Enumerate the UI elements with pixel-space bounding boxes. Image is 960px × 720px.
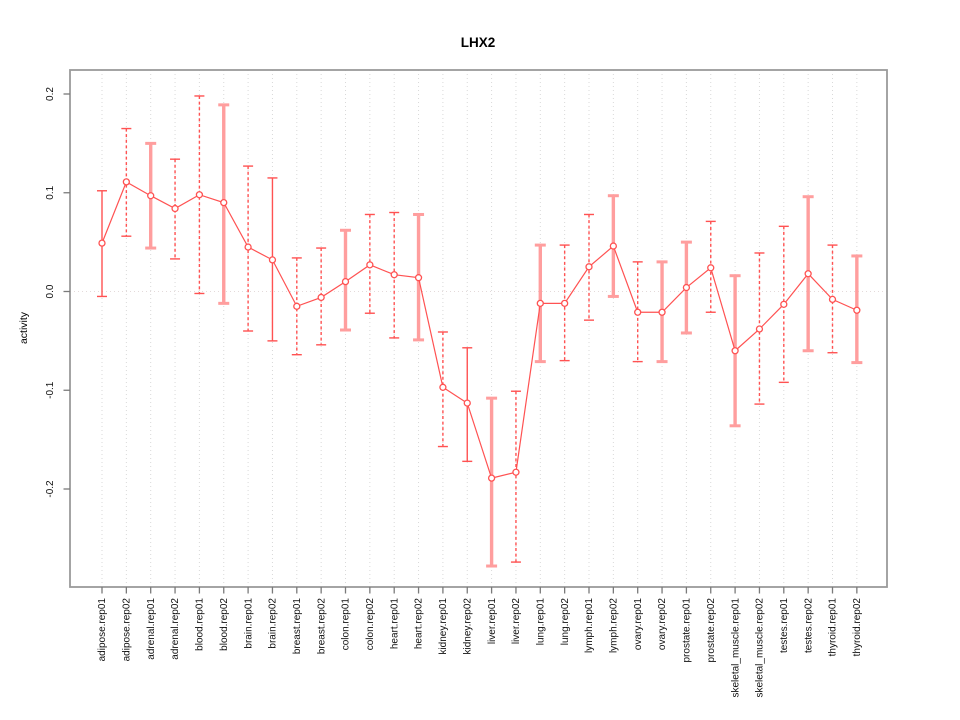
x-tick-label: liver.rep02 [511, 598, 522, 645]
x-tick-label: adipose.rep01 [97, 598, 108, 662]
x-tick-label: kidney.rep01 [438, 598, 449, 655]
data-point-marker [804, 270, 812, 278]
plot-area: 0.2 0.1 0.0 -0.1 -0.2 adipose.rep01 adipose.re… [45, 69, 888, 698]
x-tick-label: lung.rep02 [560, 598, 571, 646]
data-point-marker [512, 468, 520, 476]
data-point-marker [317, 293, 325, 302]
data-point-marker [439, 383, 447, 391]
y-tick-label: 0.2 [45, 87, 56, 101]
x-tick-label: breast.rep01 [292, 598, 303, 655]
x-tick-label: lung.rep01 [536, 598, 547, 646]
x-tick-label: colon.rep01 [341, 598, 352, 651]
data-point-marker [366, 261, 374, 269]
x-tick-label: testes.rep02 [803, 598, 814, 653]
data-point-marker [171, 204, 179, 213]
data-point-marker [293, 302, 301, 310]
x-tick-label: testes.rep01 [779, 598, 790, 653]
data-point-marker [122, 178, 130, 186]
x-tick-label: blood.rep02 [219, 598, 230, 651]
x-tick-label: prostate.rep01 [682, 598, 693, 663]
data-point-marker [487, 474, 496, 482]
x-tick-label: blood.rep01 [195, 598, 206, 651]
x-tick-label: thyroid.rep02 [852, 598, 863, 657]
x-tick-label: lymph.rep02 [609, 598, 620, 653]
x-tick-label: breast.rep02 [316, 598, 327, 655]
x-tick-label: thyroid.rep01 [828, 598, 839, 657]
data-point-marker [585, 263, 593, 271]
x-tick-label: prostate.rep02 [706, 598, 717, 663]
x-tick-label: brain.rep01 [243, 598, 254, 649]
data-point-marker [220, 198, 228, 207]
y-tick-label: -0.2 [45, 480, 56, 498]
data-point-marker [244, 243, 252, 251]
data-point-marker [463, 399, 471, 407]
x-tick-label: heart.rep02 [414, 598, 425, 650]
series-line [101, 181, 858, 479]
x-tick-label: adipose.rep02 [122, 598, 133, 662]
data-point-marker [390, 271, 398, 279]
x-tick-label: skeletal_muscle.rep02 [755, 598, 766, 698]
x-tick-label: kidney.rep02 [462, 598, 473, 655]
data-point-marker [561, 299, 569, 308]
y-tick-label: 0.0 [45, 284, 56, 298]
data-point-marker [682, 283, 691, 292]
data-point-marker [853, 306, 861, 314]
chart-title: LHX2 [461, 35, 496, 50]
x-tick-label: adrenal.rep02 [170, 598, 181, 660]
x-tick-label: colon.rep02 [365, 598, 376, 651]
y-tick-label: -0.1 [45, 381, 56, 399]
data-point-marker [780, 300, 788, 308]
x-tick-label: lymph.rep01 [584, 598, 595, 653]
data-point-marker [731, 347, 739, 355]
x-tick-label: adrenal.rep01 [146, 598, 157, 660]
data-point-marker [755, 325, 764, 333]
data-point-marker [341, 277, 350, 286]
x-tick-label: ovary.rep01 [633, 598, 644, 651]
data-point-marker [268, 256, 277, 264]
data-point-marker [98, 239, 106, 247]
plot-frame [69, 69, 888, 588]
data-point-marker [634, 308, 642, 316]
x-tick-label: heart.rep01 [389, 598, 400, 650]
x-tick-label: liver.rep01 [487, 598, 498, 645]
data-point-marker [658, 308, 666, 316]
x-tick-label: brain.rep02 [268, 598, 279, 649]
data-point-marker [414, 274, 423, 282]
y-axis-title: activity [18, 311, 30, 344]
data-point-marker [147, 192, 155, 200]
y-tick-label: 0.1 [45, 185, 56, 199]
x-tick-label: ovary.rep02 [657, 598, 668, 651]
data-point-marker [195, 191, 204, 199]
x-tick-label: skeletal_muscle.rep01 [730, 598, 741, 698]
data-point-marker [707, 264, 715, 272]
data-point-marker [536, 299, 544, 308]
data-point-marker [828, 295, 837, 304]
data-point-marker [609, 242, 617, 250]
